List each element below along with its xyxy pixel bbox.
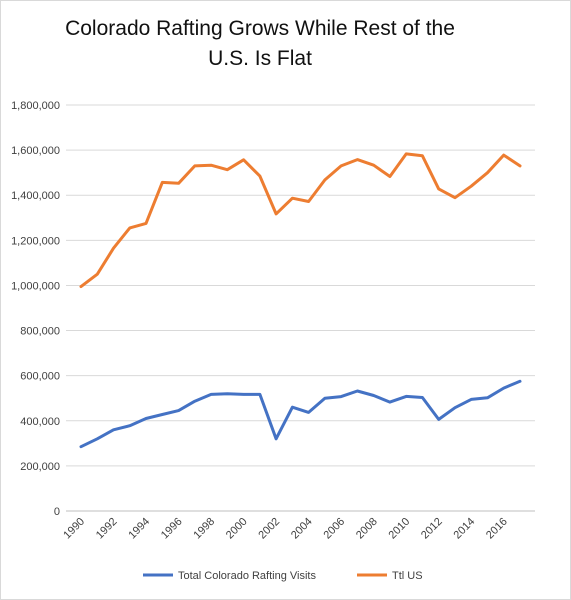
y-tick-label: 1,200,000 [11, 235, 60, 247]
y-tick-label: 1,800,000 [11, 100, 60, 112]
x-tick-label: 1992 [94, 516, 120, 542]
x-tick-label: 2004 [289, 516, 315, 542]
x-axis-tick-labels: 1990 1992 1994 1996 1998 2000 2002 2004 2006 2008… [61, 516, 510, 542]
y-tick-label: 400,000 [20, 416, 60, 428]
legend-label: Ttl US [392, 570, 423, 582]
y-tick-label: 0 [54, 506, 60, 518]
x-tick-label: 2010 [387, 516, 413, 542]
x-tick-label: 1994 [126, 516, 152, 542]
y-tick-label: 200,000 [20, 461, 60, 473]
x-tick-label: 1996 [159, 516, 185, 542]
legend: Total Colorado Rafting Visits Ttl US [143, 570, 423, 582]
x-tick-label: 2002 [256, 516, 282, 542]
series-line-ttl-us [79, 152, 522, 289]
gridlines [66, 104, 535, 512]
x-tick-label: 1990 [61, 516, 87, 542]
chart-title-line-1: Colorado Rafting Grows While Rest of the [65, 17, 455, 40]
y-tick-label: 600,000 [20, 371, 60, 383]
x-tick-label: 2012 [419, 516, 445, 542]
x-tick-label: 2000 [224, 516, 250, 542]
y-tick-label: 1,600,000 [11, 145, 60, 157]
chart-title: Colorado Rafting Grows While Rest of the… [20, 14, 500, 74]
x-tick-label: 2006 [321, 516, 347, 542]
x-tick-label: 2014 [452, 516, 478, 542]
x-tick-label: 2008 [354, 516, 380, 542]
series-lines [79, 152, 522, 449]
legend-label: Total Colorado Rafting Visits [178, 570, 316, 582]
y-tick-label: 800,000 [20, 326, 60, 338]
y-axis-tick-labels: 0 200,000 400,000 600,000 800,000 1,000,000 1,… [11, 100, 60, 518]
series-line-colorado [79, 379, 522, 449]
chart-title-line-2: U.S. Is Flat [208, 47, 312, 70]
x-tick-label: 2016 [484, 516, 510, 542]
y-tick-label: 1,400,000 [11, 190, 60, 202]
y-tick-label: 1,000,000 [11, 280, 60, 292]
x-tick-label: 1998 [191, 516, 217, 542]
